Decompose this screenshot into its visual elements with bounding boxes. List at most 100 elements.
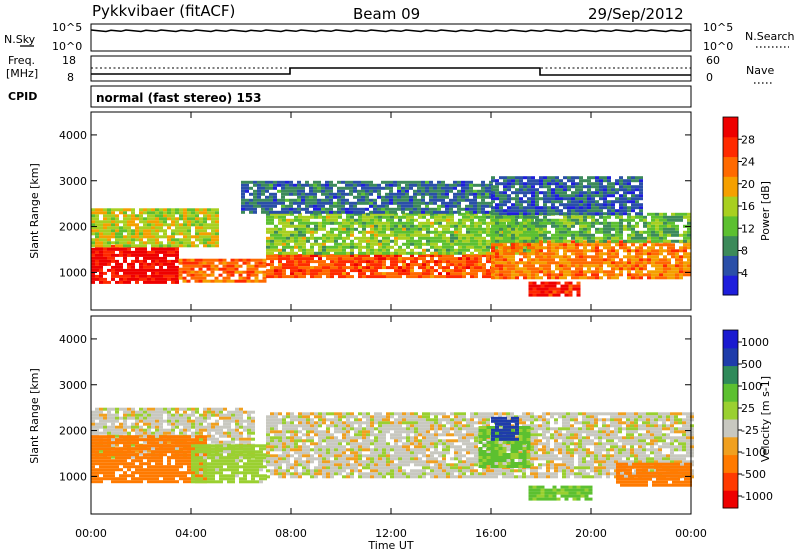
echo-cell bbox=[442, 230, 446, 234]
echo-cell bbox=[123, 462, 127, 466]
echo-cell bbox=[310, 221, 314, 225]
echo-cell bbox=[147, 422, 151, 426]
echo-cell bbox=[167, 274, 171, 278]
echo-cell bbox=[111, 268, 115, 272]
echo-cell bbox=[338, 245, 342, 249]
echo-cell bbox=[414, 230, 418, 234]
echo-cell bbox=[127, 480, 131, 484]
echo-cell bbox=[187, 441, 191, 445]
echo-cell bbox=[187, 416, 191, 420]
echo-cell bbox=[433, 186, 437, 190]
echo-cell bbox=[361, 180, 365, 184]
echo-cell bbox=[611, 227, 615, 231]
echo-cell bbox=[334, 233, 338, 237]
echo-cell bbox=[107, 235, 111, 239]
echo-cell bbox=[568, 281, 573, 285]
echo-cell bbox=[615, 215, 619, 219]
echo-cell bbox=[123, 456, 127, 460]
echo-cell bbox=[449, 186, 453, 190]
echo-cell bbox=[466, 236, 470, 240]
echo-cell bbox=[478, 242, 482, 246]
noise-tick-top: 10^5 bbox=[52, 21, 82, 34]
echo-cell bbox=[611, 246, 615, 250]
echo-cell bbox=[426, 239, 430, 243]
y-tick-label: 3000 bbox=[59, 175, 87, 188]
echo-cell bbox=[155, 253, 159, 257]
echo-cell bbox=[123, 438, 127, 442]
echo-cell bbox=[370, 260, 374, 264]
echo-cell bbox=[631, 179, 635, 183]
echo-cell bbox=[183, 447, 187, 451]
echo-cell bbox=[503, 276, 507, 280]
echo-cell bbox=[390, 263, 394, 267]
echo-cell bbox=[599, 243, 603, 247]
echo-cell bbox=[338, 242, 342, 246]
echo-cell bbox=[595, 209, 599, 213]
echo-cell bbox=[659, 212, 663, 216]
echo-cell bbox=[286, 218, 290, 222]
echo-cell bbox=[251, 425, 255, 429]
echo-cell bbox=[318, 242, 322, 246]
echo-cell bbox=[595, 236, 599, 240]
echo-cell bbox=[313, 186, 317, 190]
echo-cell bbox=[402, 257, 406, 261]
echo-cell bbox=[503, 212, 507, 216]
echo-cell bbox=[552, 293, 557, 297]
echo-cell bbox=[127, 280, 131, 284]
echo-cell bbox=[473, 195, 477, 199]
echo-cell bbox=[313, 198, 317, 202]
echo-cell bbox=[651, 270, 655, 274]
echo-cell bbox=[199, 437, 203, 441]
echo-cell bbox=[442, 224, 446, 228]
echo-cell bbox=[552, 287, 557, 291]
echo-cell bbox=[607, 243, 611, 247]
echo-cell bbox=[281, 186, 285, 190]
echo-cell bbox=[430, 272, 434, 276]
echo-cell bbox=[421, 195, 425, 199]
echo-cell bbox=[599, 252, 603, 256]
echo-cell bbox=[651, 218, 655, 222]
echo-cell bbox=[231, 431, 235, 435]
echo-cell bbox=[175, 407, 179, 411]
echo-cell bbox=[564, 287, 569, 291]
echo-cell bbox=[523, 185, 527, 189]
echo-cell bbox=[362, 269, 366, 273]
echo-cell bbox=[603, 261, 607, 265]
echo-cell bbox=[386, 227, 390, 231]
echo-cell bbox=[442, 236, 446, 240]
echo-cell bbox=[382, 257, 386, 261]
echo-cell bbox=[353, 204, 357, 208]
echo-cell bbox=[507, 212, 511, 216]
echo-cell bbox=[607, 191, 611, 195]
echo-cell bbox=[481, 204, 485, 208]
echo-cell bbox=[503, 249, 507, 253]
echo-cell bbox=[519, 233, 523, 237]
echo-cell bbox=[631, 258, 635, 262]
echo-cell bbox=[223, 416, 227, 420]
echo-cell bbox=[91, 238, 95, 242]
echo-cell bbox=[579, 194, 583, 198]
echo-cell bbox=[442, 227, 446, 231]
power-colorbar-tick: 4 bbox=[741, 267, 748, 280]
echo-cell bbox=[659, 230, 663, 234]
echo-cell bbox=[227, 422, 231, 426]
echo-cell bbox=[430, 215, 434, 219]
echo-cell bbox=[627, 255, 631, 259]
echo-cell bbox=[575, 218, 579, 222]
echo-cell bbox=[535, 276, 539, 280]
echo-cell bbox=[374, 248, 378, 252]
echo-cell bbox=[571, 206, 575, 210]
echo-cell bbox=[171, 456, 175, 460]
echo-cell bbox=[515, 197, 519, 201]
echo-cell bbox=[651, 230, 655, 234]
echo-cell bbox=[321, 198, 325, 202]
echo-cell bbox=[555, 249, 559, 253]
echo-cell bbox=[491, 179, 495, 183]
echo-cell bbox=[405, 201, 409, 205]
echo-cell bbox=[458, 212, 462, 216]
echo-cell bbox=[261, 207, 265, 211]
echo-cell bbox=[294, 257, 298, 261]
echo-cell bbox=[615, 264, 619, 268]
echo-cell bbox=[286, 224, 290, 228]
echo-cell bbox=[519, 236, 523, 240]
